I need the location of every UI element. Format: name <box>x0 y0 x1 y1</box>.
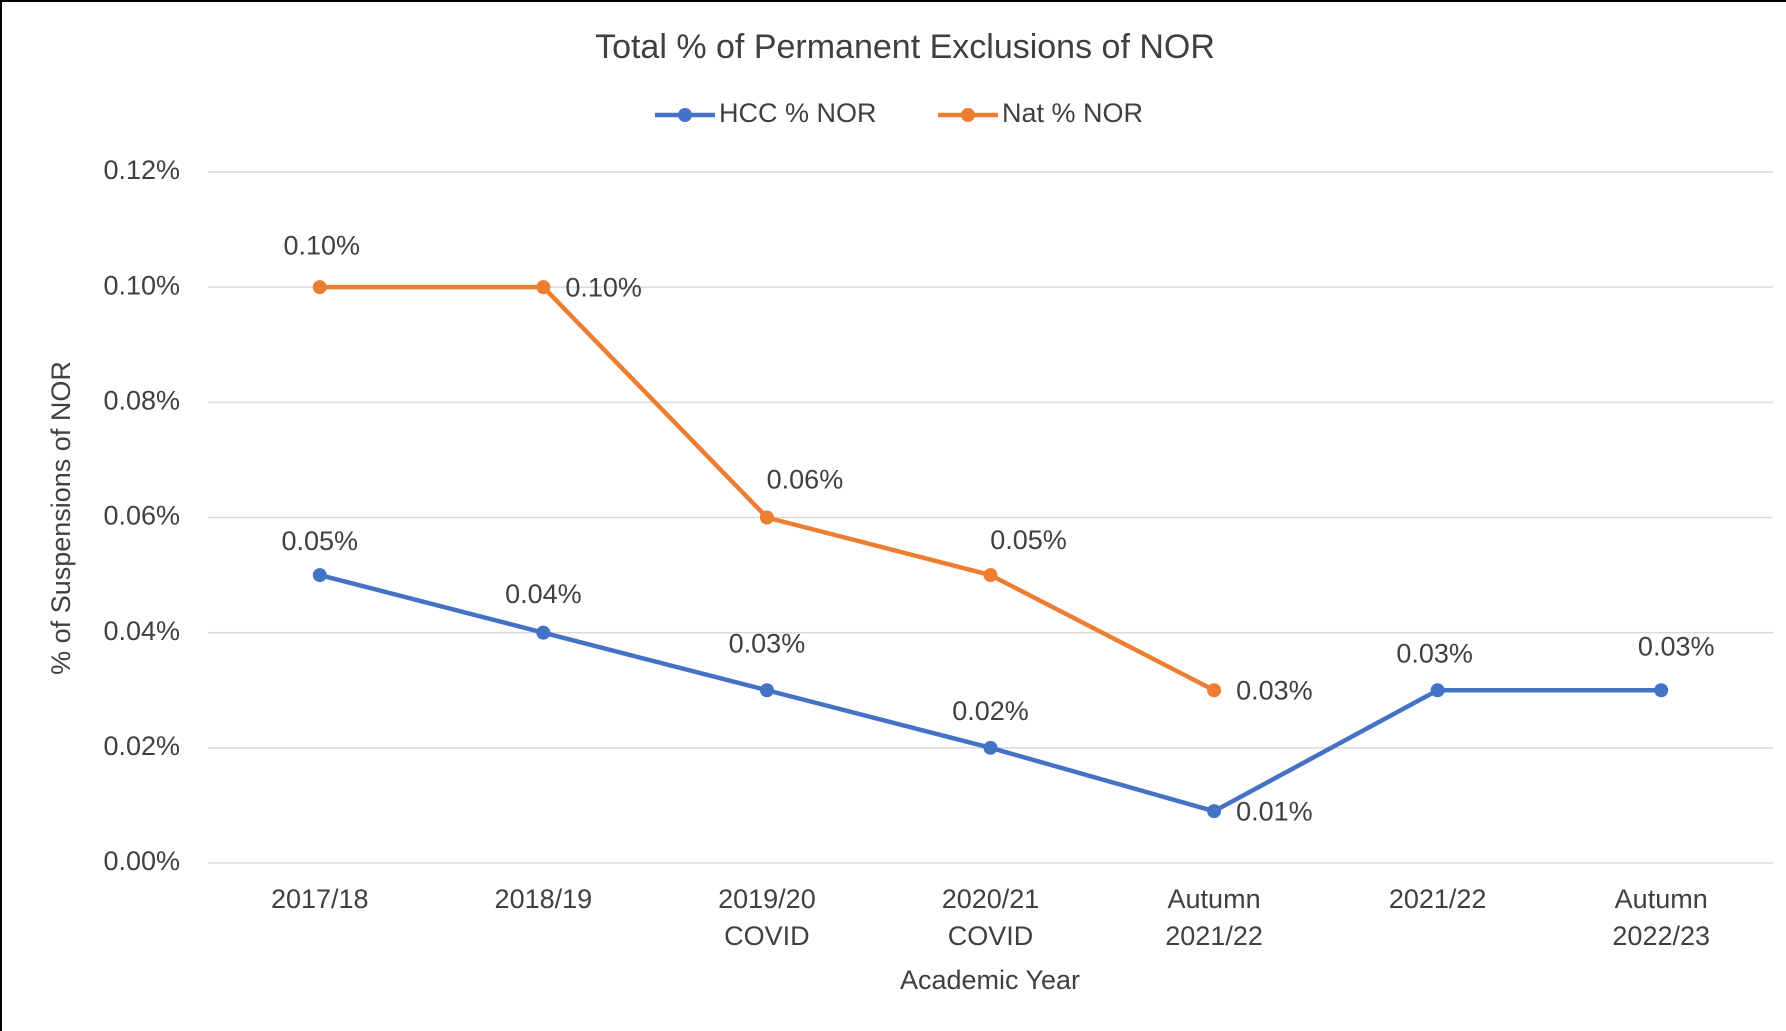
data-label: 0.04% <box>505 579 582 609</box>
x-tick-label: Autumn 2021/22 <box>1165 884 1263 951</box>
data-point <box>536 625 551 640</box>
x-tick-label: 2021/22 <box>1389 884 1487 914</box>
x-tick-label: 2017/18 <box>271 884 369 914</box>
data-label: 0.01% <box>1236 796 1313 826</box>
y-tick-label: 0.00% <box>103 846 180 876</box>
x-tick-label: 2020/21 COVID <box>942 884 1040 951</box>
chart-title: Total % of Permanent Exclusions of NOR <box>595 28 1215 66</box>
legend-marker <box>678 108 692 122</box>
x-axis-title: Academic Year <box>900 965 1080 995</box>
data-label: 0.05% <box>990 525 1067 555</box>
data-label: 0.02% <box>952 696 1029 726</box>
data-point <box>536 280 551 295</box>
data-point <box>1207 683 1222 698</box>
data-point <box>983 740 998 755</box>
data-label: 0.06% <box>767 465 844 495</box>
data-point <box>759 683 774 698</box>
data-label: 0.03% <box>1236 675 1313 705</box>
data-point <box>983 568 998 583</box>
y-tick-label: 0.08% <box>103 385 180 415</box>
legend-label: Nat % NOR <box>1002 98 1143 128</box>
data-point <box>1207 804 1222 819</box>
y-tick-label: 0.06% <box>103 501 180 531</box>
data-label: 0.03% <box>1638 631 1715 661</box>
data-label: 0.10% <box>565 272 642 302</box>
data-label: 0.10% <box>284 230 361 260</box>
data-point <box>1430 683 1445 698</box>
y-tick-label: 0.12% <box>103 155 180 185</box>
y-tick-label: 0.02% <box>103 731 180 761</box>
x-tick-label: Autumn 2022/23 <box>1612 884 1710 951</box>
data-point <box>312 568 327 583</box>
x-tick-label: 2018/19 <box>495 884 593 914</box>
y-axis-title: % of Suspensions of NOR <box>46 361 76 675</box>
y-tick-label: 0.04% <box>103 616 180 646</box>
data-point <box>759 510 774 525</box>
legend-label: HCC % NOR <box>719 98 877 128</box>
data-label: 0.03% <box>1396 638 1473 668</box>
data-label: 0.03% <box>729 628 806 658</box>
y-tick-label: 0.10% <box>103 270 180 300</box>
x-tick-label: 2019/20 COVID <box>718 884 816 951</box>
legend-marker <box>961 108 975 122</box>
data-point <box>1654 683 1669 698</box>
data-point <box>312 280 327 295</box>
data-label: 0.05% <box>282 526 359 556</box>
